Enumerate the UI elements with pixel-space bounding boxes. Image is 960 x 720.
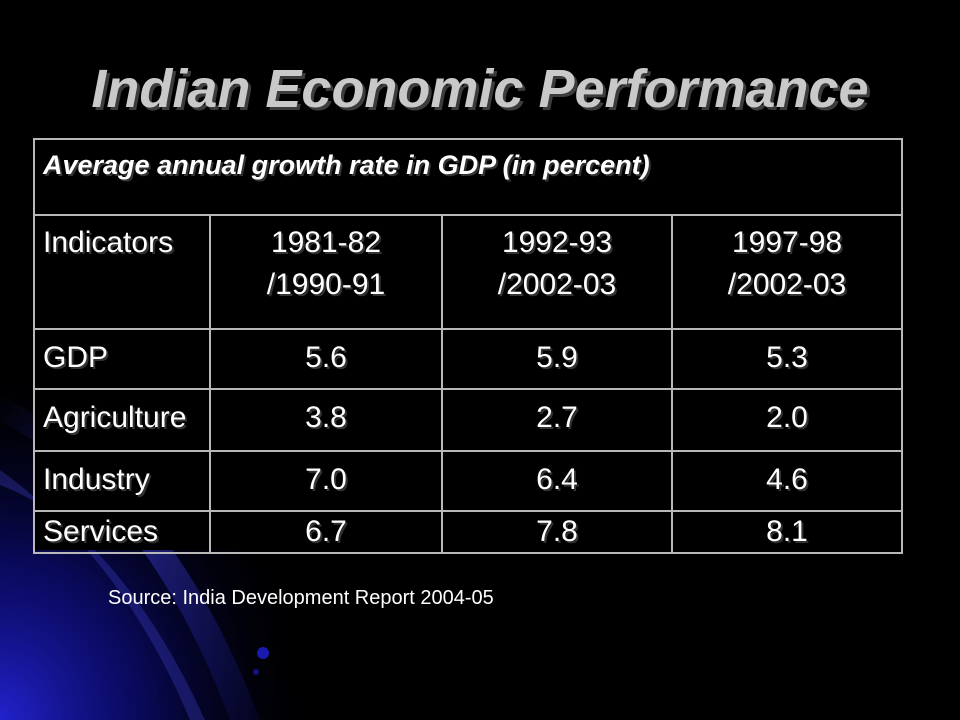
row-label-services: Services bbox=[33, 510, 211, 554]
table-cell: 7.8 bbox=[441, 510, 673, 554]
table-cell: 5.9 bbox=[441, 328, 673, 390]
table-caption-row: Average annual growth rate in GDP (in pe… bbox=[32, 138, 904, 216]
table-row: Agriculture 3.8 2.7 2.0 bbox=[33, 388, 904, 452]
header-period-start: 1997-98 bbox=[731, 226, 843, 259]
table-cell: 5.6 bbox=[209, 328, 443, 390]
header-indicators: Indicators bbox=[33, 214, 211, 330]
table-row: Industry 7.0 6.4 4.6 bbox=[33, 450, 904, 512]
header-period-end: /2002-03 bbox=[727, 268, 847, 301]
header-period-2: 1992-93 /2002-03 bbox=[441, 214, 673, 330]
table-cell: 2.0 bbox=[670, 388, 904, 452]
row-label-agriculture: Agriculture bbox=[33, 388, 211, 452]
table-row: Services 6.7 7.8 8.1 bbox=[33, 510, 904, 554]
header-label: Indicators bbox=[43, 226, 174, 259]
table-cell: 6.4 bbox=[441, 450, 673, 512]
table-cell: 3.8 bbox=[209, 388, 443, 452]
table-caption: Average annual growth rate in GDP (in pe… bbox=[32, 138, 904, 216]
table-cell: 8.1 bbox=[670, 510, 904, 554]
light-streak-2 bbox=[0, 470, 205, 720]
growth-table-container: Average annual growth rate in GDP (in pe… bbox=[32, 138, 904, 554]
header-period-end: /1990-91 bbox=[266, 268, 386, 301]
table-cell: 5.3 bbox=[670, 328, 904, 390]
table-row: GDP 5.6 5.9 5.3 bbox=[33, 328, 904, 390]
light-streak bbox=[0, 395, 260, 720]
source-note: Source: India Development Report 2004-05 bbox=[108, 587, 494, 609]
table-cell: 4.6 bbox=[670, 450, 904, 512]
header-period-start: 1992-93 bbox=[501, 226, 613, 259]
header-period-start: 1981-82 bbox=[270, 226, 382, 259]
table-header-row: Indicators 1981-82 /1990-91 1992-93 /200… bbox=[33, 214, 904, 330]
header-period-3: 1997-98 /2002-03 bbox=[670, 214, 904, 330]
header-period-1: 1981-82 /1990-91 bbox=[209, 214, 443, 330]
table-cell: 2.7 bbox=[441, 388, 673, 452]
slide-title: Indian Economic Performance bbox=[91, 59, 869, 119]
growth-table: Average annual growth rate in GDP (in pe… bbox=[32, 138, 904, 554]
row-label-gdp: GDP bbox=[33, 328, 211, 390]
glow-dot bbox=[257, 647, 269, 659]
glow-dot-small bbox=[253, 669, 259, 675]
table-cell: 7.0 bbox=[209, 450, 443, 512]
header-period-end: /2002-03 bbox=[497, 268, 617, 301]
table-cell: 6.7 bbox=[209, 510, 443, 554]
row-label-industry: Industry bbox=[33, 450, 211, 512]
